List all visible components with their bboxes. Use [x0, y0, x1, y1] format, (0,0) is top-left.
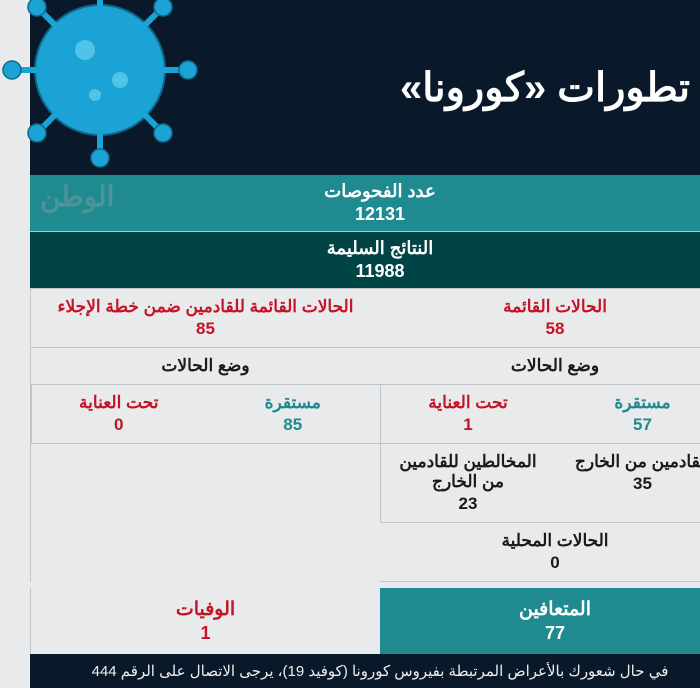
hotline-bar: في حال شعورك بالأعراض المرتبطة بفيروس كو…	[0, 654, 700, 688]
left-critical-value: 0	[8, 415, 170, 435]
page-title: تطورات «كورونا»	[370, 65, 660, 111]
right-stable-label: مستقرة	[531, 393, 694, 413]
right-abroad-label: القادمين من الخارج	[531, 452, 694, 472]
right-local-cell: الحالات المحلية 0	[350, 523, 700, 582]
active-left-cell: الحالات القائمة للقادمين ضمن خطة الإجلاء…	[0, 289, 350, 348]
negative-label: النتائج السليمة	[0, 238, 700, 259]
recovered-cell: المتعافين 77	[350, 588, 700, 654]
deaths-cell: الوفيات 1	[0, 588, 350, 654]
footer-row: المتعافين 77 الوفيات 1	[0, 588, 700, 654]
right-contacts-label: المخالطين للقادمين من الخارج	[357, 452, 519, 492]
left-stable-value: 85	[182, 415, 345, 435]
right-critical-label: تحت العناية	[357, 393, 519, 413]
header: تطورات «كورونا»	[0, 0, 700, 175]
right-column: وضع الحالات مستقرة 57 تحت العناية 1 القا…	[350, 348, 700, 582]
deaths-value: 1	[1, 623, 350, 644]
right-local-value: 0	[350, 553, 700, 573]
active-row: الحالات القائمة 58 الحالات القائمة للقاد…	[0, 289, 700, 348]
left-column: وضع الحالات مستقرة 85 تحت العناية 0	[0, 348, 350, 582]
active-right-value: 58	[356, 319, 694, 339]
tests-value: 12131	[0, 204, 700, 225]
right-critical-cell: تحت العناية 1	[350, 385, 525, 444]
left-critical-label: تحت العناية	[8, 393, 170, 413]
active-right-label: الحالات القائمة	[356, 297, 694, 317]
deaths-label: الوفيات	[1, 598, 350, 621]
virus-icon	[0, 0, 170, 170]
status-columns: وضع الحالات مستقرة 57 تحت العناية 1 القا…	[0, 348, 700, 582]
right-abroad-cell: القادمين من الخارج 35	[525, 444, 700, 523]
active-right-cell: الحالات القائمة 58	[350, 289, 700, 348]
recovered-value: 77	[350, 623, 700, 644]
active-left-value: 85	[7, 319, 344, 339]
negative-value: 11988	[0, 261, 700, 282]
recovered-label: المتعافين	[350, 598, 700, 621]
negative-band: النتائج السليمة 11988	[0, 232, 700, 289]
status-header-left: وضع الحالات	[1, 348, 350, 385]
left-stable-cell: مستقرة 85	[176, 385, 351, 444]
tests-band: عدد الفحوصات 12131	[0, 175, 700, 232]
tests-label: عدد الفحوصات	[0, 181, 700, 202]
right-critical-value: 1	[357, 415, 519, 435]
right-contacts-value: 23	[357, 494, 519, 514]
left-stable-label: مستقرة	[182, 393, 345, 413]
right-abroad-value: 35	[531, 474, 694, 494]
right-stable-value: 57	[531, 415, 694, 435]
left-critical-cell: تحت العناية 0	[1, 385, 176, 444]
right-contacts-cell: المخالطين للقادمين من الخارج 23	[350, 444, 525, 523]
status-header-right: وضع الحالات	[350, 348, 700, 385]
right-stable-cell: مستقرة 57	[525, 385, 700, 444]
active-left-label: الحالات القائمة للقادمين ضمن خطة الإجلاء	[7, 297, 344, 317]
right-local-label: الحالات المحلية	[350, 531, 700, 551]
